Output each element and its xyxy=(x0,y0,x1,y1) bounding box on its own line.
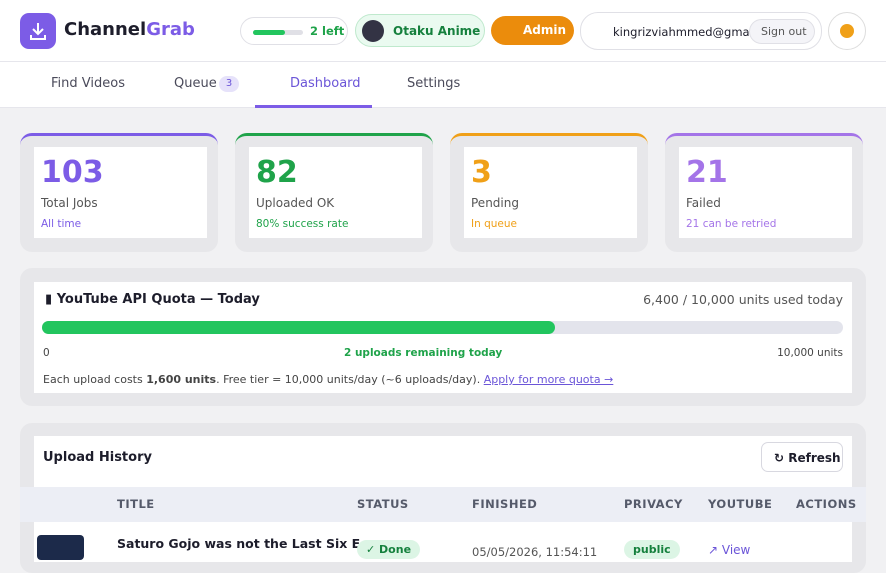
column-header: STATUS xyxy=(357,497,409,511)
stat-inner xyxy=(464,147,637,238)
stat-value: 21 xyxy=(686,155,728,190)
refresh-label: Refresh xyxy=(788,451,841,465)
thumbnail xyxy=(37,535,84,560)
tabs xyxy=(0,62,886,108)
logo-icon xyxy=(30,23,46,40)
history-title: Upload History xyxy=(43,450,152,465)
privacy-badge: public xyxy=(624,540,680,559)
table-header xyxy=(20,487,866,522)
tab-badge: 3 xyxy=(219,76,239,92)
note-bold: 1,600 units xyxy=(146,373,217,386)
quota-used: 6,400 / 10,000 units used today xyxy=(643,292,843,307)
stat-label: Uploaded OK xyxy=(256,196,335,210)
admin-label: Admin xyxy=(523,23,567,37)
tab[interactable]: Queue xyxy=(174,76,217,91)
quota-inner xyxy=(34,282,852,393)
stat-note: 21 can be retried xyxy=(686,218,777,230)
stat-value: 103 xyxy=(41,155,104,190)
stat-value: 3 xyxy=(471,155,492,190)
stat-note: 80% success rate xyxy=(256,218,349,230)
note: Each upload costs xyxy=(43,373,147,386)
stat-inner xyxy=(679,147,852,238)
stat-note: All time xyxy=(41,218,82,230)
brand-b: Grab xyxy=(146,19,195,40)
status-badge: ✓ Done xyxy=(357,540,421,559)
quota-title: ▮ YouTube API Quota — Today xyxy=(45,292,260,307)
signout-button[interactable]: Sign out xyxy=(749,19,815,44)
user-email: kingrizviahmmed@gma xyxy=(613,25,750,39)
quota-center: 2 uploads remaining today xyxy=(344,347,503,359)
quota-left: 2 left xyxy=(310,24,345,38)
quota-pill: 2 left xyxy=(240,17,348,45)
channel-pill[interactable]: Otaku Anime F xyxy=(355,14,485,47)
user-pill: kingrizviahmmed@gma Sign out xyxy=(580,12,822,50)
theme-toggle[interactable] xyxy=(828,12,866,50)
column-header: FINISHED xyxy=(472,497,538,511)
quota-fill xyxy=(42,321,555,334)
tab[interactable]: Settings xyxy=(407,76,461,91)
stat-note: In queue xyxy=(471,218,517,230)
column-header: YOUTUBE xyxy=(708,497,773,511)
quota-fill xyxy=(253,30,285,35)
quota-link[interactable]: Apply for more quota → xyxy=(483,373,614,386)
quota-note: Each upload costs 1,600 units. Free tier… xyxy=(43,373,613,386)
logo xyxy=(20,13,56,49)
history-head xyxy=(34,436,852,487)
quota-track xyxy=(42,321,843,334)
quota-max: 10,000 units xyxy=(777,347,843,359)
brand: ChannelGrab xyxy=(64,19,195,40)
stat-label: Failed xyxy=(686,196,721,210)
brand-a: Channel xyxy=(64,19,147,40)
signout-label: Sign out xyxy=(761,25,807,38)
note: . Free tier = 10,000 units/day (~6 uploa… xyxy=(216,373,484,386)
quota-track xyxy=(253,30,303,35)
stat-label: Pending xyxy=(471,196,519,210)
column-header: ACTIONS xyxy=(796,497,857,511)
quota-min: 0 xyxy=(43,347,50,359)
refresh-button[interactable]: ↻ Refresh xyxy=(761,442,843,472)
stat-label: Total Jobs xyxy=(41,196,98,210)
row-title: Saturo Gojo was not the Last Six E xyxy=(117,536,361,551)
column-header: PRIVACY xyxy=(624,497,683,511)
channel-name: Otaku Anime F xyxy=(393,24,485,38)
row-finished: 05/05/2026, 11:54:11 xyxy=(472,545,598,559)
channel-avatar xyxy=(362,20,384,42)
youtube-link[interactable]: ↗ View xyxy=(708,543,751,557)
stat-value: 82 xyxy=(256,155,298,190)
quota-title-text: YouTube API Quota — Today xyxy=(56,292,260,307)
column-header: TITLE xyxy=(117,497,155,511)
tab[interactable]: Find Videos xyxy=(51,76,125,91)
youtube-label: View xyxy=(721,543,751,557)
stat-inner xyxy=(34,147,207,238)
tab-underline xyxy=(255,105,372,108)
stat-inner xyxy=(249,147,422,238)
admin-button[interactable]: Admin xyxy=(491,16,574,45)
tab[interactable]: Dashboard xyxy=(290,76,361,91)
